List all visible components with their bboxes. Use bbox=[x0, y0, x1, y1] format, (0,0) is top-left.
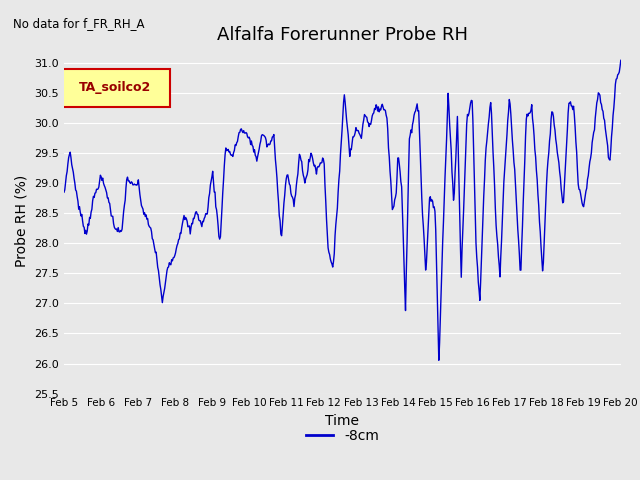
Y-axis label: Probe RH (%): Probe RH (%) bbox=[15, 175, 29, 267]
X-axis label: Time: Time bbox=[325, 414, 360, 428]
Legend: -8cm: -8cm bbox=[300, 424, 385, 449]
Title: Alfalfa Forerunner Probe RH: Alfalfa Forerunner Probe RH bbox=[217, 25, 468, 44]
Text: No data for f_FR_RH_A: No data for f_FR_RH_A bbox=[13, 17, 144, 30]
FancyBboxPatch shape bbox=[61, 69, 170, 107]
Text: TA_soilco2: TA_soilco2 bbox=[79, 81, 151, 94]
